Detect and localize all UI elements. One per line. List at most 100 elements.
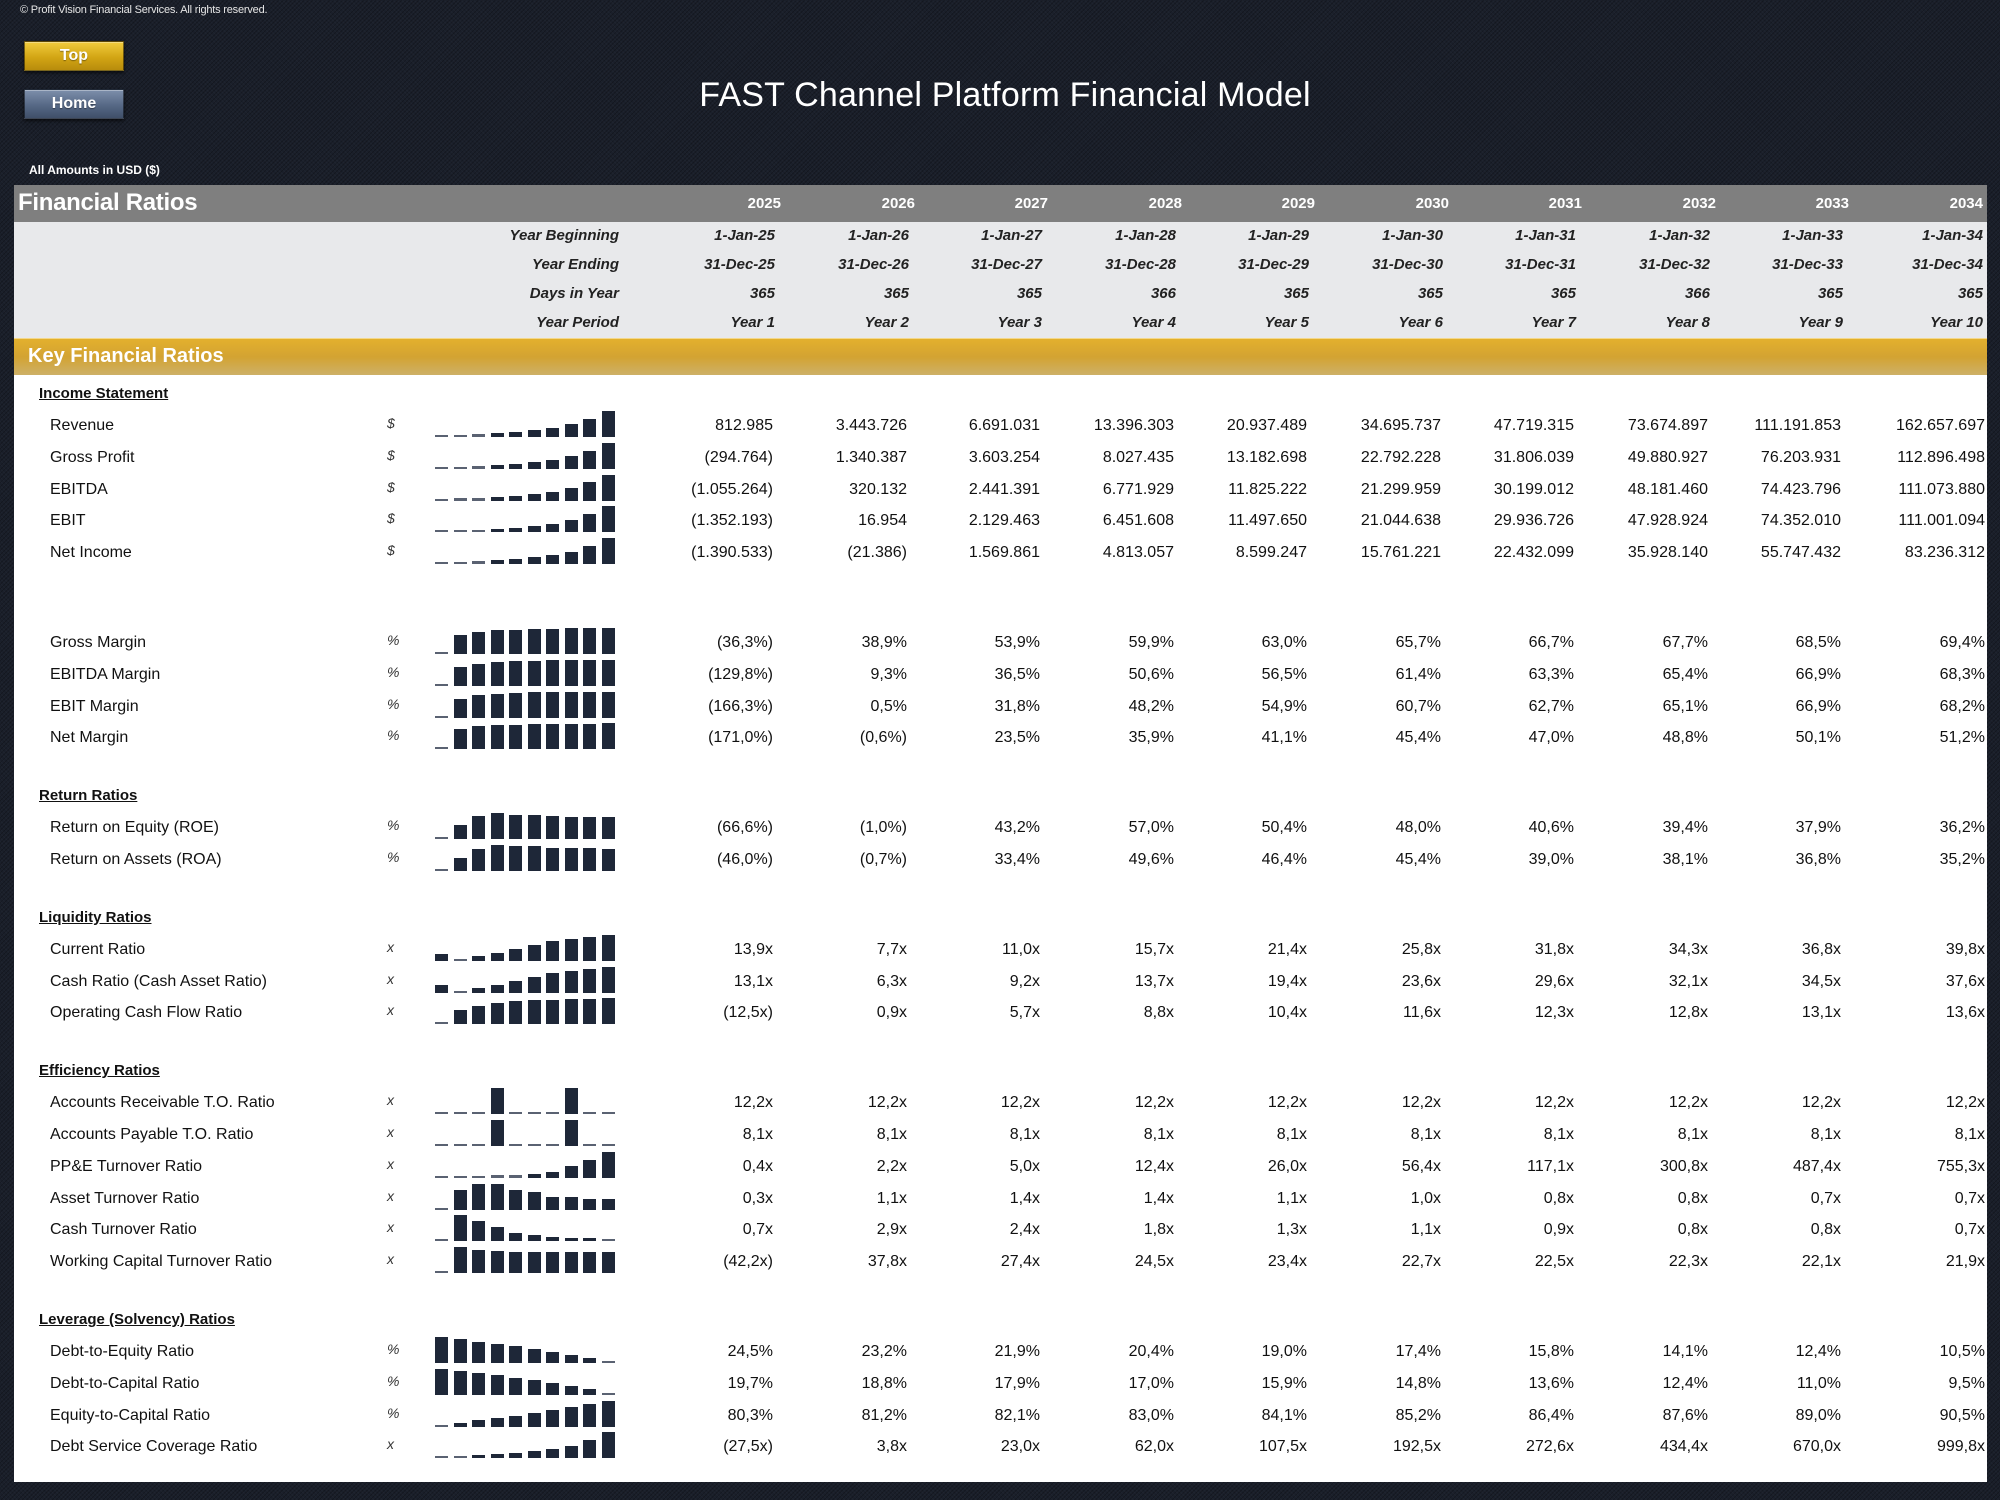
unit-label: x (387, 1155, 394, 1172)
sparkline-bar (490, 630, 504, 654)
ratio-value: 10,5% (1939, 1343, 1985, 1360)
ratio-row: Asset Turnover Ratio x 0,3x 1,1x 1,4x 1,4x 1,1… (14, 1183, 1987, 1214)
sparkline-bar (527, 1451, 541, 1459)
sparkline-bar (472, 849, 485, 871)
ratio-value: 50,6% (1128, 665, 1174, 683)
sparkline-bar (527, 1174, 541, 1178)
info-value: 31-Dec-29 (1238, 256, 1309, 273)
sparkline-bar (435, 1337, 448, 1363)
page-title: FAST Channel Platform Financial Model (699, 76, 1311, 114)
sparkline-bar (564, 970, 578, 993)
sparkline-bar (583, 1389, 596, 1395)
ratio-value: 9,3% (870, 665, 907, 683)
sparkline-bar (435, 954, 448, 961)
ratio-value: 0,7x (1954, 1189, 1985, 1207)
ratio-value: 11,0x (1002, 940, 1040, 958)
ratio-value: 57,0% (1128, 819, 1174, 837)
ratio-value: 80,3% (727, 1406, 773, 1424)
info-value: Year 2 (864, 314, 909, 331)
sparkline-bar (583, 1251, 596, 1274)
ratio-value: 24,5x (1134, 1253, 1174, 1271)
sparkline-bar (546, 816, 559, 840)
unit-label: x (387, 1092, 394, 1109)
ratio-value: 51,2% (1939, 729, 1985, 747)
sparkline-bar (601, 1239, 615, 1242)
ratio-row: Return on Assets (ROA)% (46,0%) (0,7%) 33,4… (14, 845, 1987, 875)
sparkline-bar (509, 980, 522, 993)
unit-label: x (387, 970, 394, 987)
sparkline-bar (527, 1000, 541, 1025)
info-value: 366 (1684, 285, 1710, 302)
ratio-value: 23,2% (861, 1343, 907, 1360)
sparkline-bar (564, 1386, 578, 1395)
unit-label: % (387, 1404, 400, 1421)
ratio-value: 0,3x (742, 1189, 773, 1207)
ratio-value: 4.813.057 (1102, 544, 1174, 562)
home-button[interactable]: Home (24, 89, 124, 119)
sparkline-bar (564, 456, 578, 469)
sparkline-bar (546, 1172, 559, 1178)
sparkline-bar (601, 848, 615, 871)
sparkline-bar (435, 1424, 448, 1427)
ratio-row: Gross Profit $ (294.764) 1.340.387 3.603.254… (14, 442, 1987, 473)
ratio-value: 43,2% (994, 819, 1040, 837)
ratio-value: 6.771.929 (1102, 480, 1174, 498)
unit-label: % (387, 632, 400, 648)
sparkline-bar (509, 1377, 522, 1395)
ratio-value: 12,4x (1134, 1157, 1174, 1175)
ratio-value: 36,8% (1795, 851, 1841, 868)
ratio-value: 111.073.880 (1898, 480, 1985, 498)
ratio-value: 20,4% (1128, 1343, 1174, 1360)
sparkline-bar (601, 1151, 615, 1178)
sparkline-bar (435, 747, 448, 750)
sparkline-bar (583, 1440, 596, 1459)
ratio-value: (46,0%) (716, 851, 773, 868)
unit-label: % (387, 1372, 400, 1389)
ratio-value: 320.132 (849, 480, 907, 498)
ratio-value: 12,2x (1534, 1094, 1574, 1112)
sparkline-bar (472, 1183, 485, 1210)
ratio-value: 3.603.254 (968, 448, 1040, 466)
ratio-value: 13.396.303 (1093, 417, 1174, 434)
ratio-value: 12,2x (867, 1094, 907, 1112)
sparkline-chart (435, 1337, 620, 1363)
ratio-value: 0,7x (1954, 1221, 1985, 1239)
top-button[interactable]: Top (24, 41, 124, 71)
ratio-value: 85,2% (1395, 1406, 1441, 1424)
sparkline-bar (490, 725, 504, 750)
sparkline-bar (509, 559, 522, 565)
ratio-value: 272,6x (1525, 1438, 1574, 1456)
ratio-value: 12,2x (1000, 1094, 1040, 1112)
info-value: 366 (1150, 285, 1176, 302)
section-title: Income Statement (39, 385, 169, 402)
period-info: Year Beginning 1-Jan-25 1-Jan-26 1-Jan-27 1-… (14, 222, 1987, 338)
key-ratios-bar: Key Financial Ratios (14, 338, 1987, 375)
sparkline-bar (490, 1344, 504, 1363)
ratios-sheet: Financial Ratios 2025 2026 2027 2028 2029 203… (14, 185, 1987, 1482)
ratio-value: 87,6% (1662, 1406, 1708, 1424)
sparkline-bar (472, 1112, 485, 1115)
ratio-value: (294.764) (704, 448, 774, 466)
sparkline-bar (546, 555, 559, 565)
sparkline-chart (435, 998, 620, 1025)
sparkline-bar (583, 969, 596, 993)
sparkline-bar (435, 652, 448, 654)
sparkline-chart (435, 723, 620, 750)
sparkline-chart (435, 1400, 620, 1427)
ratio-value: 0,8x (1677, 1189, 1708, 1207)
sparkline-chart (435, 1215, 620, 1242)
ratio-value: 56,5% (1261, 665, 1307, 683)
ratio-value: 18,8% (861, 1374, 907, 1392)
ratio-value: 8,1x (1143, 1126, 1174, 1143)
ratio-value: 17,0% (1128, 1374, 1174, 1392)
sparkline-bar (509, 463, 522, 469)
info-row: Year Ending 31-Dec-25 31-Dec-26 31-Dec-27 31… (14, 256, 1987, 285)
info-label: Days in Year (529, 285, 619, 302)
ratio-value: 2.129.463 (968, 512, 1040, 530)
ratio-value: 49,6% (1128, 851, 1174, 868)
sparkline-bar (435, 1112, 448, 1115)
ratio-value: 111.191.853 (1754, 417, 1841, 434)
unit-label: x (387, 1187, 394, 1204)
sparkline-bar (601, 1112, 615, 1115)
sparkline-bar (601, 966, 615, 993)
